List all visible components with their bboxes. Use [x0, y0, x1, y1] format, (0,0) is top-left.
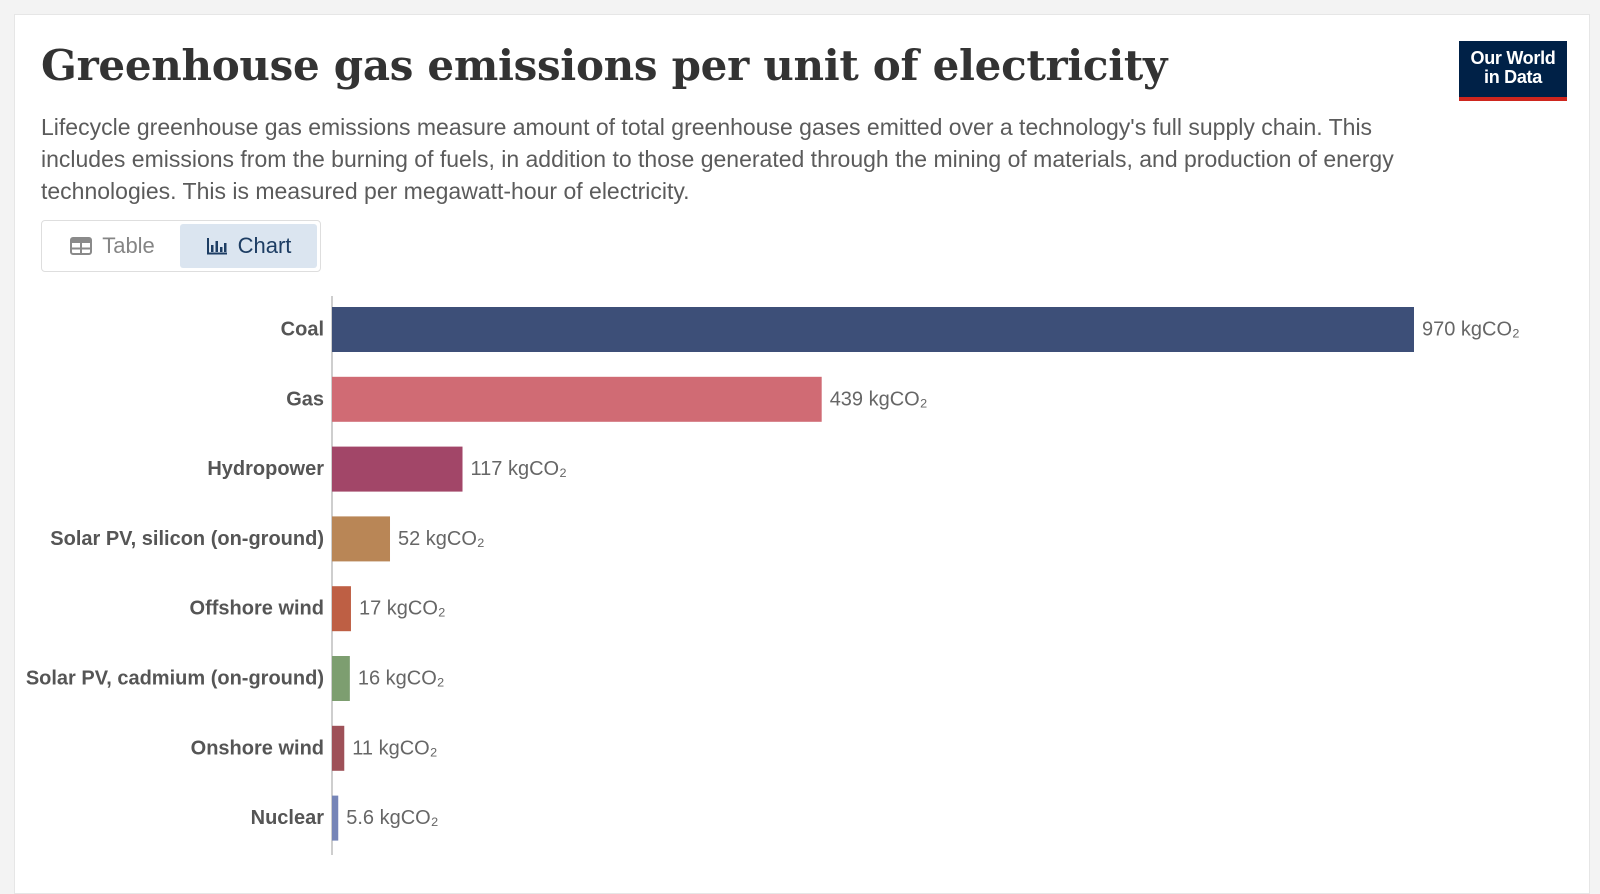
bar-row[interactable]: Coal 970 kgCO₂ — [281, 307, 1520, 352]
tab-table[interactable]: Table — [45, 224, 180, 268]
bar[interactable] — [332, 586, 351, 632]
bar[interactable] — [332, 376, 822, 422]
table-icon — [70, 237, 93, 255]
value-label: 11 kgCO₂ — [352, 737, 437, 759]
category-label: Offshore wind — [190, 598, 324, 620]
value-label: 16 kgCO₂ — [358, 668, 445, 690]
bar-row[interactable]: Offshore wind 17 kgCO₂ — [190, 586, 446, 632]
value-label: 5.6 kgCO₂ — [346, 807, 438, 829]
chart-card: Greenhouse gas emissions per unit of ele… — [14, 14, 1590, 894]
view-toggle: Table Chart — [41, 220, 321, 272]
category-label: Onshore wind — [191, 737, 324, 759]
bar-row[interactable]: Onshore wind 11 kgCO₂ — [191, 725, 438, 771]
tab-table-label: Table — [102, 233, 155, 258]
value-label: 970 kgCO₂ — [1422, 319, 1520, 341]
bar-row[interactable]: Nuclear 5.6 kgCO₂ — [251, 795, 439, 841]
bar[interactable] — [332, 516, 391, 562]
category-label: Hydropower — [207, 458, 324, 480]
chart-subtitle: Lifecycle greenhouse gas emissions measu… — [41, 114, 1394, 204]
bar[interactable] — [332, 446, 463, 492]
bar[interactable] — [332, 795, 339, 841]
bar-chart-icon — [206, 237, 228, 255]
category-label: Nuclear — [251, 807, 325, 829]
value-label: 117 kgCO₂ — [471, 458, 567, 480]
tab-chart[interactable]: Chart — [180, 224, 317, 268]
bar[interactable] — [332, 307, 1414, 352]
bar-row[interactable]: Solar PV, silicon (on-ground) 52 kgCO₂ — [50, 516, 485, 562]
category-label: Gas — [286, 388, 324, 410]
bar[interactable] — [332, 725, 345, 771]
owid-logo[interactable]: Our World in Data — [1459, 41, 1567, 101]
logo-line-2: in Data — [1484, 67, 1542, 87]
bar-row[interactable]: Gas 439 kgCO₂ — [286, 376, 928, 422]
bar-chart: Coal 970 kgCO₂ Gas 439 kgCO₂ Hydropower 117 k… — [26, 296, 1520, 855]
category-label: Solar PV, cadmium (on-ground) — [26, 668, 324, 690]
bar-row[interactable]: Hydropower 117 kgCO₂ — [207, 446, 567, 492]
chart-title: Greenhouse gas emissions per unit of ele… — [41, 41, 1168, 90]
value-label: 17 kgCO₂ — [359, 598, 446, 620]
bar-row[interactable]: Solar PV, cadmium (on-ground) 16 kgCO₂ — [26, 656, 445, 701]
category-label: Coal — [281, 319, 324, 341]
category-label: Solar PV, silicon (on-ground) — [50, 528, 324, 550]
tab-chart-label: Chart — [237, 233, 292, 258]
value-label: 439 kgCO₂ — [830, 388, 928, 410]
bar[interactable] — [332, 656, 350, 701]
logo-line-1: Our World — [1470, 48, 1556, 68]
value-label: 52 kgCO₂ — [398, 528, 485, 550]
